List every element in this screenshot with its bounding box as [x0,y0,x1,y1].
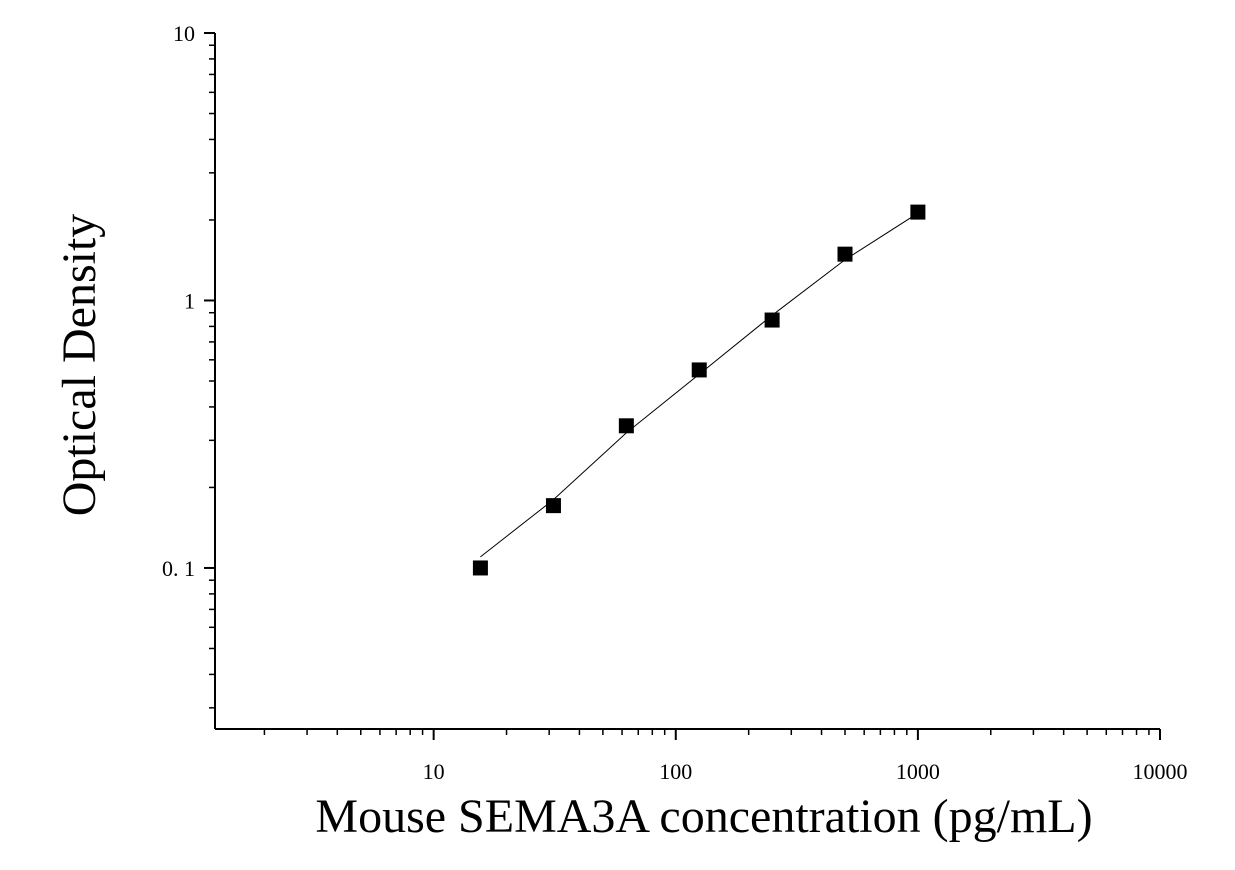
data-point [472,560,488,576]
data-point [691,362,707,378]
x-axis-title: Mouse SEMA3A concentration (pg/mL) [315,790,1092,843]
y-tick-label: 0. 1 [162,556,195,581]
data-point [910,204,926,220]
data-point [764,312,780,328]
data-point [545,498,561,514]
y-tick-label: 1 [184,288,195,313]
x-tick-label: 100 [659,759,692,784]
x-tick-label: 1000 [896,759,940,784]
y-axis-title: Optical Density [53,214,106,517]
data-point [837,246,853,262]
x-tick-label: 10000 [1133,759,1188,784]
data-point [618,418,634,434]
y-tick-label: 10 [173,21,195,46]
x-tick-label: 10 [423,759,445,784]
